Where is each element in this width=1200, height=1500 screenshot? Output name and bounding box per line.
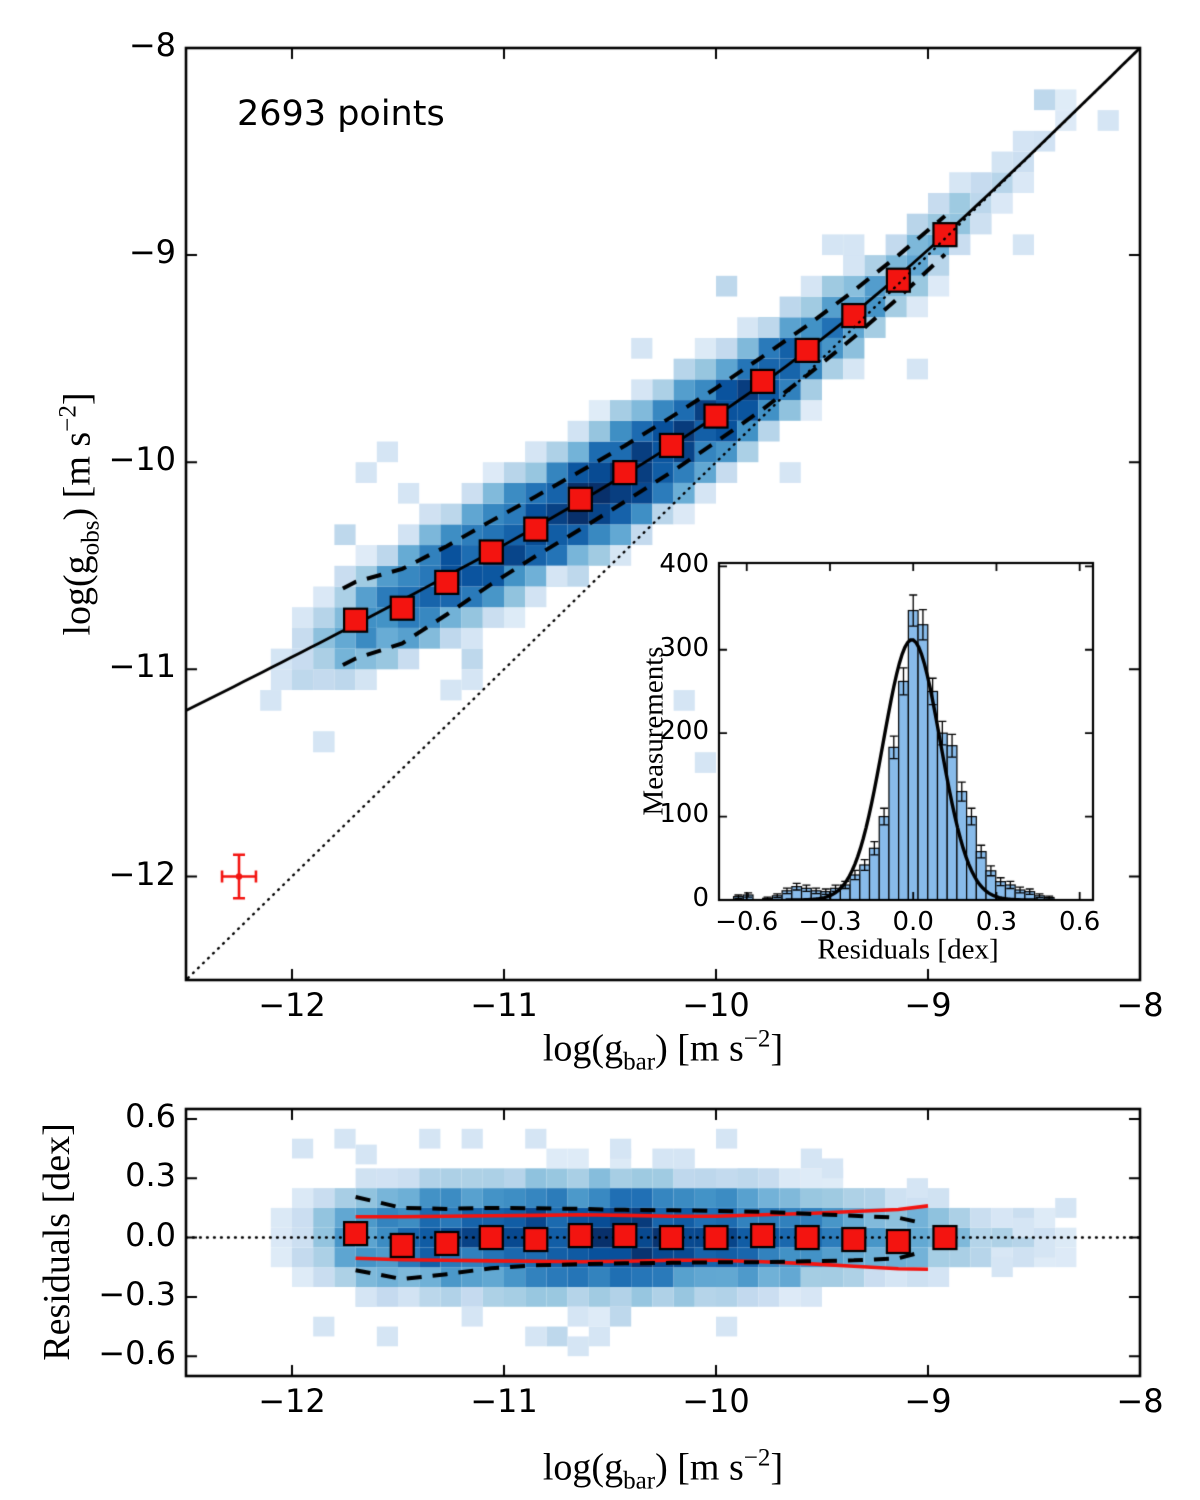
- tick-label: 400: [659, 549, 709, 580]
- main-xaxis-title: log(gbar) [m s−2]: [543, 1026, 783, 1077]
- bottom-xlabel-pre: log(g: [542, 1446, 624, 1489]
- main-xlabel-sup: −2: [743, 1025, 771, 1053]
- main-ylabel-pre: log(g: [56, 555, 99, 636]
- tick-label: −0.6: [98, 1334, 176, 1373]
- tick-label: −11: [470, 1382, 538, 1420]
- tick-label: −12: [108, 854, 176, 893]
- tick-label: −12: [258, 1382, 326, 1420]
- tick-label: 0.6: [1058, 907, 1101, 937]
- tick-label: 300: [659, 632, 709, 663]
- tick-label: −0.6: [715, 907, 779, 937]
- tick-label: 100: [659, 799, 709, 830]
- tick-label: 0.0: [125, 1215, 176, 1254]
- main-ylabel-post: ]: [56, 392, 99, 406]
- tick-label: 0.3: [125, 1156, 176, 1195]
- bottom-xlabel-post: ]: [770, 1446, 784, 1489]
- tick-label: −9: [128, 233, 176, 272]
- tick-label: −0.3: [98, 1275, 176, 1314]
- main-xlabel-mid: ) [m s: [655, 1027, 744, 1070]
- tick-label: −8: [128, 26, 176, 65]
- bottom-xlabel-mid: ) [m s: [655, 1446, 744, 1489]
- tick-label: 0.6: [125, 1097, 176, 1136]
- main-ylabel-sup: −2: [54, 405, 82, 432]
- tick-label: −10: [682, 986, 750, 1024]
- tick-label: 0.0: [892, 907, 934, 937]
- tick-label: 200: [659, 716, 709, 747]
- tick-label: 0.3: [975, 907, 1018, 937]
- main-xlabel-sub: bar: [623, 1048, 656, 1076]
- tick-label: −8: [1116, 1382, 1164, 1420]
- tick-label: −9: [904, 1382, 952, 1420]
- tick-label: −9: [904, 986, 952, 1024]
- main-ylabel-sub: obs: [77, 520, 105, 556]
- tick-label: −8: [1116, 986, 1164, 1024]
- main-xlabel-pre: log(g: [542, 1027, 624, 1070]
- bottom-xlabel-sup: −2: [743, 1444, 771, 1472]
- tick-label: −11: [108, 647, 176, 686]
- tick-label: 0: [692, 882, 709, 913]
- bottom-xlabel-sub: bar: [623, 1467, 656, 1495]
- main-yaxis-title: log(gobs) [m s−2]: [55, 392, 106, 635]
- bottom-xaxis-title: log(gbar) [m s−2]: [543, 1445, 783, 1496]
- tick-label: −10: [682, 1382, 750, 1420]
- inset-xaxis-title: Residuals [dex]: [817, 933, 999, 966]
- tick-label: −10: [108, 440, 176, 479]
- tick-label: −11: [470, 986, 538, 1024]
- tick-label: −12: [258, 986, 326, 1024]
- main-xlabel-post: ]: [770, 1027, 784, 1070]
- points-count-annotation: 2693 points: [237, 94, 445, 134]
- tick-label: −0.3: [798, 907, 862, 937]
